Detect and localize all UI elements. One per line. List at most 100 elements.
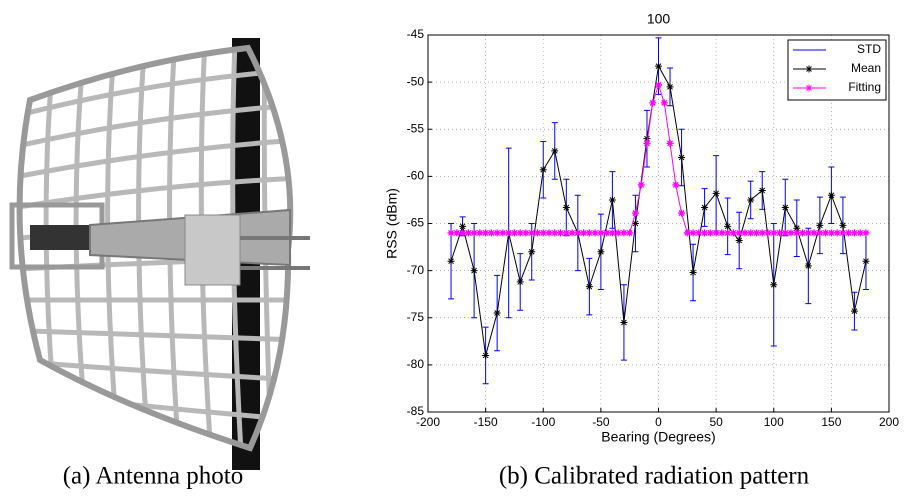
fitting-marker: [545, 229, 553, 237]
fitting-marker: [505, 229, 513, 237]
mean-marker: [827, 191, 835, 199]
x-tick-label: 150: [821, 415, 841, 429]
fitting-marker: [672, 181, 680, 189]
fitting-marker: [787, 229, 795, 237]
fitting-marker: [839, 229, 847, 237]
fitting-marker: [603, 229, 611, 237]
fitting-marker: [764, 229, 772, 237]
y-tick-label: -55: [407, 121, 425, 135]
mean-marker: [701, 203, 709, 211]
mean-marker: [862, 257, 870, 265]
fitting-marker: [724, 229, 732, 237]
x-tick-label: -150: [474, 415, 498, 429]
fitting-marker: [666, 139, 674, 147]
fitting-marker: [752, 229, 760, 237]
y-tick-label: -85: [407, 404, 425, 418]
fitting-marker: [522, 229, 530, 237]
x-tick-label: 50: [709, 415, 723, 429]
fitting-marker: [557, 229, 565, 237]
x-tick-label: -50: [592, 415, 610, 429]
caption: (a) Antenna photo: [63, 463, 244, 490]
legend-label: Fitting: [848, 80, 881, 94]
fitting-marker: [643, 139, 651, 147]
mean-marker: [804, 262, 812, 270]
mean-marker: [712, 189, 720, 197]
fitting-marker: [856, 229, 864, 237]
fitting-marker: [712, 229, 720, 237]
fitting-marker: [758, 229, 766, 237]
fitting-marker: [729, 229, 737, 237]
fitting-marker: [850, 229, 858, 237]
mean-marker: [747, 196, 755, 204]
y-tick-label: -50: [407, 74, 425, 88]
legend-label: STD: [857, 42, 881, 56]
fitting-marker: [804, 229, 812, 237]
x-axis-label: Bearing (Degrees): [601, 429, 715, 445]
fitting-marker: [453, 229, 461, 237]
fitting-marker: [706, 229, 714, 237]
fitting-marker: [482, 229, 490, 237]
fitting-marker: [585, 229, 593, 237]
fitting-marker: [827, 229, 835, 237]
fitting-marker: [562, 229, 570, 237]
fitting-marker: [747, 229, 755, 237]
mean-marker: [620, 318, 628, 326]
fitting-marker: [655, 81, 662, 89]
y-tick-label: -65: [407, 216, 425, 230]
mean-marker: [470, 267, 478, 275]
fitting-marker: [695, 229, 703, 237]
fitting-marker: [516, 229, 524, 237]
mean-marker: [770, 281, 778, 289]
legend-marker: [805, 84, 813, 92]
y-tick-label: -70: [407, 263, 425, 277]
mean-marker: [850, 307, 858, 315]
fitting-marker: [464, 229, 472, 237]
chart: -200 -150 -100 -50 0 50 100 150 200 -85 -80 -75 -70 -…: [384, 11, 900, 445]
caption: (b) Calibrated radiation pattern: [499, 463, 810, 490]
mean-marker: [528, 248, 536, 256]
mean-marker: [459, 222, 467, 230]
fitting-marker: [649, 99, 657, 107]
mean-marker: [608, 196, 616, 204]
y-tick-label: -60: [407, 169, 425, 183]
fitting-marker: [551, 229, 559, 237]
fitting-marker: [597, 229, 605, 237]
fitting-marker: [660, 99, 668, 107]
fitting-marker: [741, 229, 749, 237]
mean-marker: [758, 187, 766, 195]
plot-frame: [427, 34, 890, 413]
fitting-marker: [816, 229, 824, 237]
fitting-marker: [689, 229, 697, 237]
fitting-marker: [701, 229, 709, 237]
fitting-marker: [626, 229, 634, 237]
y-tick-label: -75: [407, 310, 425, 324]
fitting-marker: [678, 209, 686, 217]
y-tick-label: -80: [407, 357, 425, 371]
fitting-marker: [770, 229, 778, 237]
mean-marker: [666, 83, 674, 91]
mean-marker: [689, 269, 697, 277]
x-tick-label: 0: [655, 415, 662, 429]
mean-marker: [816, 221, 824, 229]
mean-marker: [631, 220, 639, 227]
mean-marker: [839, 221, 847, 229]
fitting-marker: [510, 229, 518, 237]
fitting-marker: [580, 229, 588, 237]
mean-marker: [793, 224, 801, 232]
fitting-marker: [470, 229, 478, 237]
fitting-marker: [608, 229, 616, 237]
y-tick-label: -45: [407, 27, 425, 41]
chart-title: 100: [647, 11, 671, 27]
fitting-marker: [810, 229, 818, 237]
fitting-marker: [533, 229, 541, 237]
fitting-marker: [459, 229, 467, 237]
y-axis-label: RSS (dBm): [384, 188, 400, 259]
mean-marker: [643, 135, 651, 143]
mean-marker: [447, 257, 455, 265]
antenna-photo: [9, 38, 310, 470]
fitting-marker: [793, 229, 801, 237]
x-tick-label: 100: [764, 415, 784, 429]
mean-marker: [655, 62, 662, 70]
mean-marker: [597, 248, 605, 256]
